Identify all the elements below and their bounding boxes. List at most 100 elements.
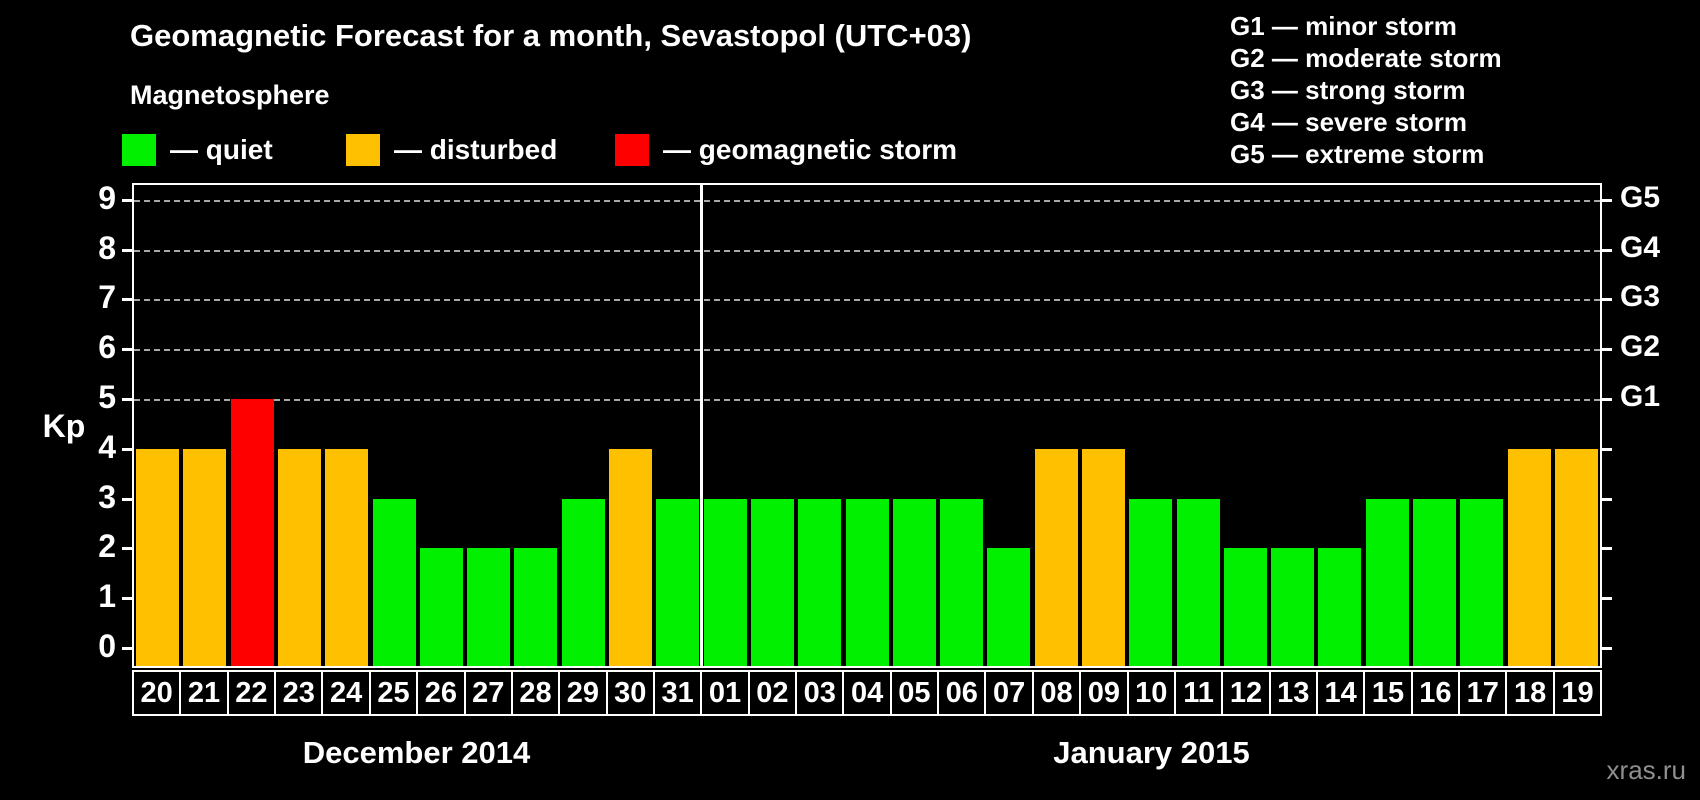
g-scale-legend-line-g4: G4 — severe storm bbox=[1230, 107, 1468, 137]
right-axis-label-g5: G5 bbox=[1620, 180, 1661, 214]
right-tick-kp-2 bbox=[1602, 547, 1612, 551]
left-tick-kp-8 bbox=[122, 248, 132, 252]
y-axis-label-7: 7 bbox=[98, 279, 116, 316]
day-label-02: 02 bbox=[747, 670, 798, 716]
legend-label-disturbed: — disturbed bbox=[394, 134, 558, 165]
kp-bar-day-11 bbox=[1176, 498, 1220, 666]
y-axis-title-kp: Kp bbox=[42, 408, 86, 444]
day-label-13: 13 bbox=[1268, 670, 1318, 716]
kp-bar-day-14 bbox=[1318, 548, 1362, 666]
day-label-15: 15 bbox=[1363, 670, 1413, 716]
gridline-kp-5 bbox=[134, 399, 1600, 401]
day-label-08: 08 bbox=[1031, 670, 1082, 716]
y-axis-label-5: 5 bbox=[98, 379, 116, 415]
day-label-07: 07 bbox=[984, 670, 1034, 716]
legend-label-quiet: — quiet bbox=[170, 134, 273, 165]
kp-bar-day-01 bbox=[703, 498, 747, 666]
chart-title: Geomagnetic Forecast for a month, Sevast… bbox=[130, 18, 972, 53]
right-tick-kp-1 bbox=[1602, 597, 1612, 601]
left-tick-kp-7 bbox=[122, 298, 132, 302]
kp-bar-day-12 bbox=[1223, 548, 1267, 666]
left-tick-kp-9 bbox=[122, 198, 132, 202]
quiet-color-swatch bbox=[122, 134, 156, 166]
day-label-26: 26 bbox=[416, 670, 466, 716]
day-label-17: 17 bbox=[1458, 670, 1508, 716]
kp-bar-day-10 bbox=[1129, 498, 1173, 666]
day-label-27: 27 bbox=[463, 670, 513, 716]
kp-bar-day-09 bbox=[1081, 448, 1125, 666]
kp-bar-day-05 bbox=[892, 498, 936, 666]
plot-area bbox=[132, 183, 1602, 668]
day-label-03: 03 bbox=[795, 670, 845, 716]
right-tick-kp-5 bbox=[1602, 398, 1612, 401]
day-label-31: 31 bbox=[652, 670, 703, 716]
kp-bar-day-23 bbox=[278, 448, 322, 666]
day-label-20: 20 bbox=[132, 670, 182, 716]
kp-bar-day-08 bbox=[1034, 448, 1078, 666]
legend-item-disturbed: — disturbed bbox=[346, 132, 557, 168]
kp-bar-day-16 bbox=[1412, 498, 1456, 666]
left-tick-kp-0 bbox=[122, 647, 132, 650]
day-label-19: 19 bbox=[1552, 670, 1603, 716]
left-tick-kp-1 bbox=[122, 597, 132, 601]
y-axis-label-6: 6 bbox=[98, 329, 116, 366]
g-scale-legend: G1 — minor storm G2 — moderate storm G3 … bbox=[1230, 10, 1502, 170]
y-axis-label-3: 3 bbox=[98, 478, 116, 515]
watermark-xras: xras.ru bbox=[1606, 755, 1686, 785]
day-label-12: 12 bbox=[1221, 670, 1271, 716]
day-label-04: 04 bbox=[842, 670, 892, 716]
kp-bar-day-15 bbox=[1365, 498, 1409, 666]
y-axis-label-8: 8 bbox=[98, 229, 116, 266]
day-label-29: 29 bbox=[558, 670, 608, 716]
day-label-14: 14 bbox=[1315, 670, 1366, 716]
kp-bar-day-29 bbox=[561, 498, 605, 666]
right-axis-label-g4: G4 bbox=[1620, 230, 1661, 264]
kp-bar-day-26 bbox=[419, 548, 463, 666]
month-label-december: December 2014 bbox=[302, 735, 531, 770]
day-label-25: 25 bbox=[368, 670, 419, 716]
kp-bar-day-02 bbox=[750, 498, 794, 666]
gridline-kp-7 bbox=[134, 299, 1600, 302]
kp-bar-day-30 bbox=[609, 448, 653, 666]
day-label-09: 09 bbox=[1079, 670, 1129, 716]
kp-bar-day-07 bbox=[987, 548, 1031, 666]
gridline-kp-8 bbox=[134, 249, 1600, 252]
right-tick-kp-3 bbox=[1602, 497, 1612, 501]
day-label-11: 11 bbox=[1173, 670, 1224, 716]
y-axis-label-1: 1 bbox=[98, 578, 116, 615]
left-tick-kp-5 bbox=[122, 398, 132, 401]
g-scale-legend-line-g2: G2 — moderate storm bbox=[1230, 43, 1502, 73]
day-label-23: 23 bbox=[274, 670, 324, 716]
kp-bar-day-06 bbox=[940, 498, 984, 666]
right-tick-kp-7 bbox=[1602, 298, 1612, 302]
month-separator-line bbox=[699, 185, 703, 666]
kp-bar-day-22 bbox=[230, 399, 274, 666]
kp-bar-day-13 bbox=[1271, 548, 1315, 666]
storm-color-swatch bbox=[615, 134, 649, 166]
right-axis-label-g2: G2 bbox=[1620, 330, 1661, 364]
y-axis-label-9: 9 bbox=[98, 179, 116, 216]
y-axis-label-4: 4 bbox=[98, 428, 116, 465]
day-label-10: 10 bbox=[1126, 670, 1176, 716]
day-label-28: 28 bbox=[510, 670, 561, 716]
right-tick-kp-9 bbox=[1602, 198, 1612, 202]
kp-bar-day-19 bbox=[1554, 448, 1598, 666]
month-label-january: January 2015 bbox=[1053, 735, 1250, 770]
day-label-01: 01 bbox=[700, 670, 750, 716]
day-label-21: 21 bbox=[179, 670, 229, 716]
right-tick-kp-8 bbox=[1602, 248, 1612, 252]
gridline-kp-9 bbox=[134, 199, 1600, 202]
kp-bar-day-21 bbox=[183, 448, 227, 666]
y-axis-label-2: 2 bbox=[98, 528, 116, 565]
g-scale-legend-line-g5: G5 — extreme storm bbox=[1230, 139, 1485, 169]
left-tick-kp-6 bbox=[122, 348, 132, 352]
g-scale-legend-line-g3: G3 — strong storm bbox=[1230, 75, 1466, 105]
y-axis-label-0: 0 bbox=[98, 628, 116, 664]
kp-bar-day-03 bbox=[798, 498, 842, 666]
kp-bar-day-31 bbox=[656, 498, 700, 666]
kp-bar-day-17 bbox=[1460, 498, 1504, 666]
day-label-22: 22 bbox=[226, 670, 277, 716]
right-tick-kp-0 bbox=[1602, 647, 1612, 650]
legend-item-quiet: — quiet bbox=[122, 132, 273, 168]
